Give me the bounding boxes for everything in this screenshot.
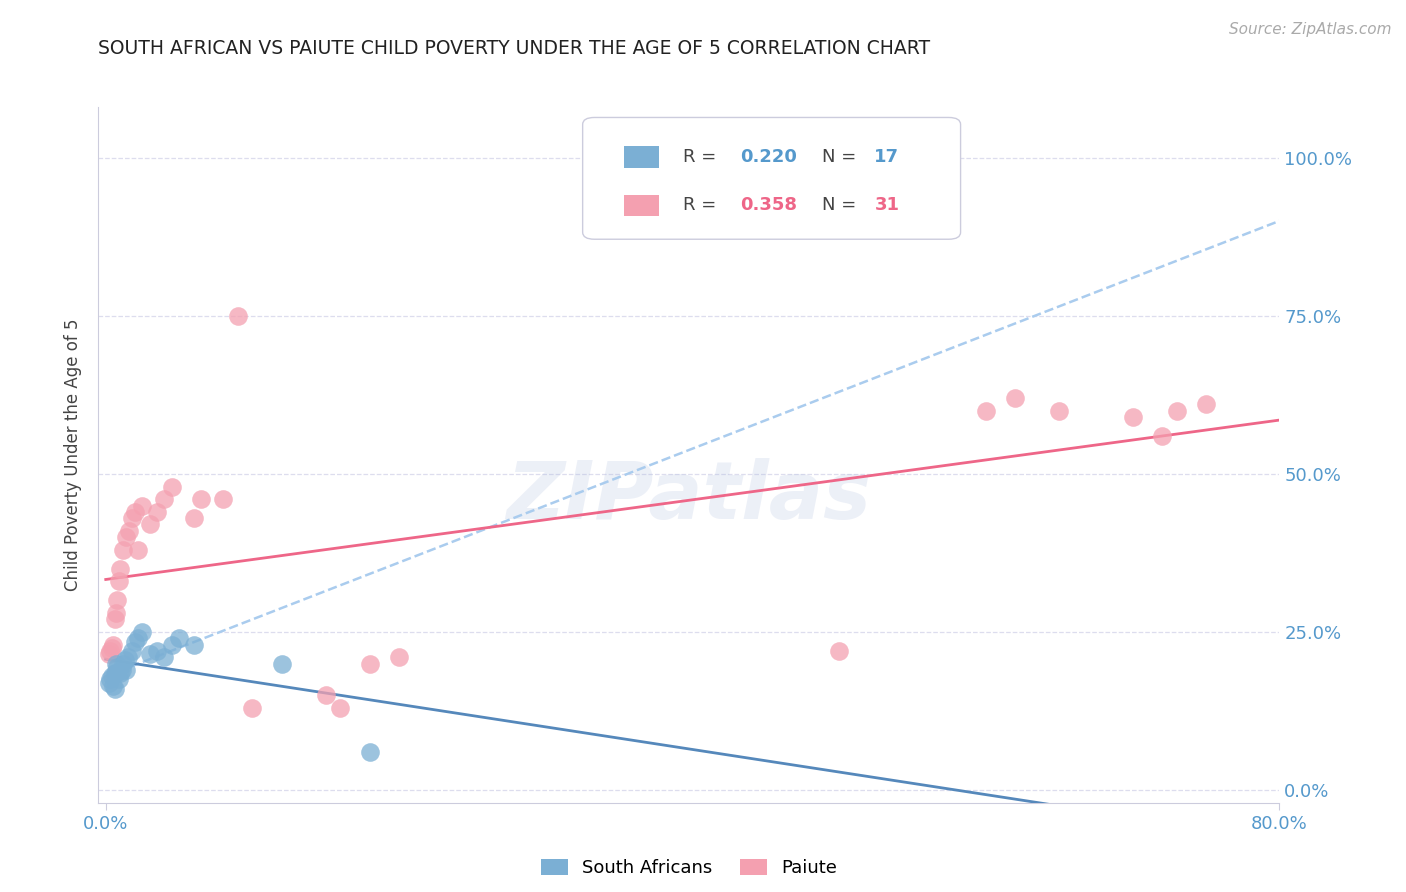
Y-axis label: Child Poverty Under the Age of 5: Child Poverty Under the Age of 5 <box>65 318 83 591</box>
Text: 17: 17 <box>875 148 900 166</box>
Point <box>183 638 205 652</box>
Point <box>98 644 121 658</box>
Point <box>124 505 146 519</box>
Point <box>146 644 169 658</box>
Point <box>190 492 212 507</box>
Point <box>1004 391 1026 405</box>
Point <box>127 542 149 557</box>
Point <box>103 681 125 696</box>
FancyBboxPatch shape <box>624 146 659 168</box>
Point <box>131 499 153 513</box>
Point <box>1152 429 1174 443</box>
Point <box>1166 403 1188 417</box>
Point <box>359 657 381 671</box>
Point <box>100 640 122 655</box>
Point <box>131 625 153 640</box>
Text: N =: N = <box>823 148 862 166</box>
Point <box>105 657 128 671</box>
Point <box>160 638 183 652</box>
Point <box>270 657 292 671</box>
Point <box>105 666 128 681</box>
Point <box>974 403 997 417</box>
Point <box>828 644 851 658</box>
Point <box>226 309 249 323</box>
Point <box>118 524 141 538</box>
Point <box>108 574 131 589</box>
Point <box>103 612 125 626</box>
Point <box>110 666 132 681</box>
Point <box>117 650 139 665</box>
Point <box>329 701 352 715</box>
Text: R =: R = <box>683 196 723 214</box>
Point <box>146 505 169 519</box>
Text: 0.220: 0.220 <box>740 148 797 166</box>
Point <box>103 666 125 681</box>
Point <box>110 562 132 576</box>
Point <box>1195 397 1218 411</box>
Point <box>107 660 129 674</box>
Point <box>153 650 176 665</box>
Point <box>212 492 235 507</box>
FancyBboxPatch shape <box>582 118 960 239</box>
Point <box>1122 409 1144 424</box>
Text: N =: N = <box>823 196 862 214</box>
Point <box>388 650 411 665</box>
Text: Source: ZipAtlas.com: Source: ZipAtlas.com <box>1229 22 1392 37</box>
Point <box>97 647 120 661</box>
Point <box>1047 403 1070 417</box>
Point <box>114 653 136 667</box>
Point <box>115 663 138 677</box>
FancyBboxPatch shape <box>624 194 659 216</box>
Point <box>111 663 134 677</box>
Point <box>115 530 138 544</box>
Point <box>121 644 143 658</box>
Point <box>242 701 264 715</box>
Point <box>98 673 121 687</box>
Point <box>101 638 124 652</box>
Point <box>97 675 120 690</box>
Point <box>107 593 129 607</box>
Point <box>127 632 149 646</box>
Text: 31: 31 <box>875 196 900 214</box>
Point <box>112 657 135 671</box>
Point <box>167 632 190 646</box>
Point <box>139 647 162 661</box>
Point <box>101 679 124 693</box>
Text: R =: R = <box>683 148 723 166</box>
Text: ZIPatlas: ZIPatlas <box>506 458 872 536</box>
Text: SOUTH AFRICAN VS PAIUTE CHILD POVERTY UNDER THE AGE OF 5 CORRELATION CHART: SOUTH AFRICAN VS PAIUTE CHILD POVERTY UN… <box>98 39 931 58</box>
Point <box>124 634 146 648</box>
Point <box>315 688 337 702</box>
Point <box>359 745 381 759</box>
Point <box>112 542 135 557</box>
Point <box>153 492 176 507</box>
Point <box>100 669 122 683</box>
Legend: South Africans, Paiute: South Africans, Paiute <box>534 852 844 884</box>
Point <box>105 606 128 620</box>
Point <box>183 511 205 525</box>
Point <box>160 479 183 493</box>
Point <box>108 673 131 687</box>
Text: 0.358: 0.358 <box>740 196 797 214</box>
Point <box>121 511 143 525</box>
Point <box>139 517 162 532</box>
